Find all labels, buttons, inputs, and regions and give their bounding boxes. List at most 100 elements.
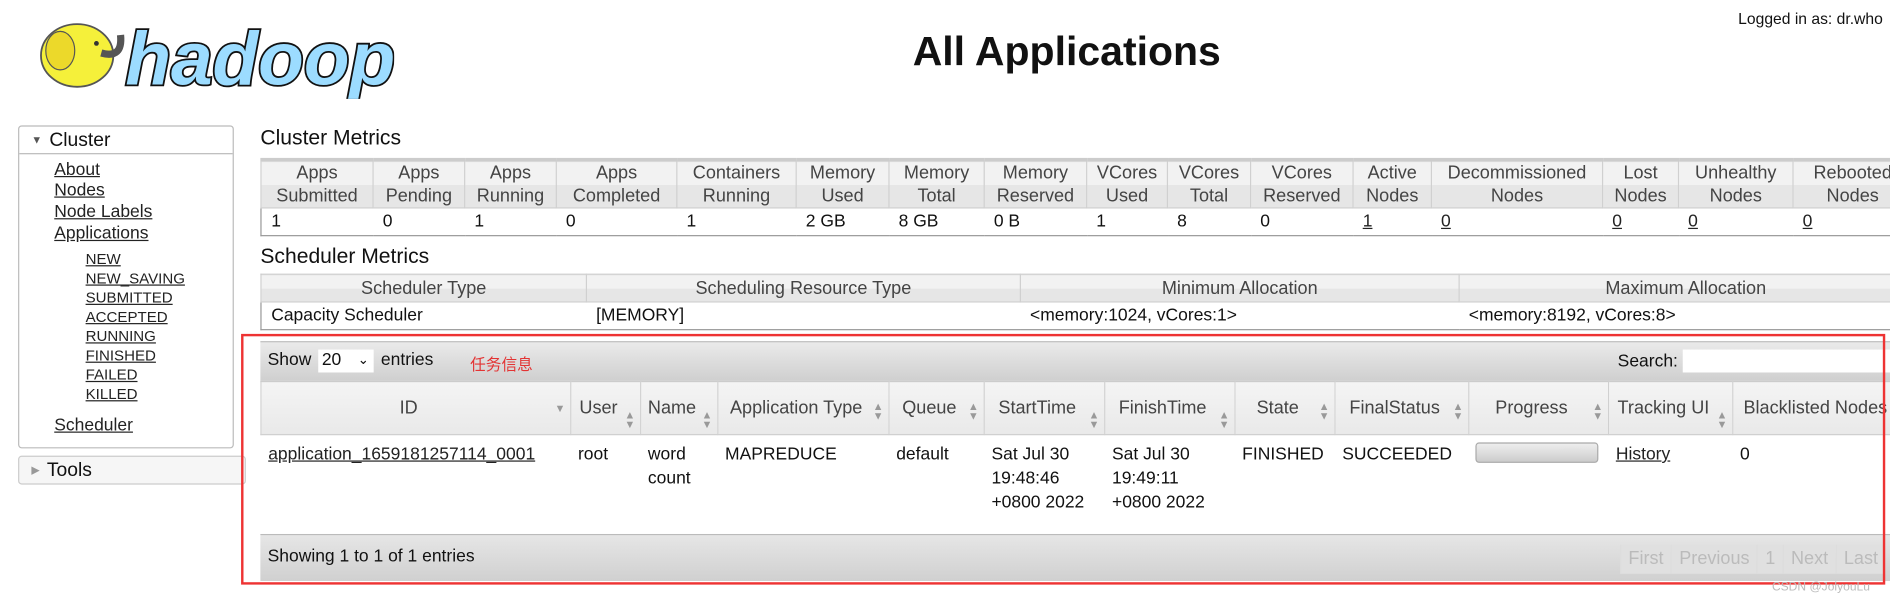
annotation-label: 任务信息: [470, 355, 533, 374]
sidebar-cluster: ▼ Cluster About Nodes Node Labels Applica…: [18, 125, 234, 449]
column-header-label: FinalStatus: [1349, 397, 1440, 419]
column-header[interactable]: FinalStatus ▲ ▼: [1334, 380, 1470, 436]
sort-icon: ▲ ▼: [968, 400, 979, 422]
pager-page-1[interactable]: 1: [1756, 544, 1783, 574]
scheduler-metrics-title: Scheduler Metrics: [260, 243, 430, 268]
tracking-ui-history-link[interactable]: History: [1615, 444, 1671, 465]
cell-application-type: MAPREDUCE: [725, 444, 837, 465]
sidebar-state-new-saving[interactable]: NEW_SAVING: [85, 270, 185, 287]
metric-cell: 0 B: [984, 207, 1087, 237]
sidebar-state-finished[interactable]: FINISHED: [85, 347, 156, 365]
metric-header: Decommissioned Nodes: [1430, 157, 1604, 209]
column-header[interactable]: StartTime ▲ ▼: [983, 380, 1106, 436]
metric-value[interactable]: 0: [1802, 212, 1813, 232]
scheduler-value: <memory:1024, vCores:1>: [1020, 301, 1460, 331]
metric-header: Unhealthy Nodes: [1677, 157, 1794, 209]
sidebar-state-new[interactable]: NEW: [85, 250, 121, 268]
column-header[interactable]: Queue ▲ ▼: [888, 380, 985, 436]
sort-icon: ▲ ▼: [1318, 400, 1330, 422]
metric-header: Apps Running: [464, 157, 557, 209]
metric-value: 1: [1096, 212, 1107, 232]
column-header[interactable]: User ▲ ▼: [570, 380, 642, 436]
metric-header: VCores Total: [1166, 157, 1252, 209]
metric-cell: 0: [373, 207, 465, 237]
entries-label: entries: [380, 350, 434, 371]
sidebar-link-nodes[interactable]: Nodes: [54, 180, 105, 201]
sidebar-state-killed[interactable]: KILLED: [85, 385, 138, 403]
column-header-label: Progress: [1495, 397, 1568, 419]
column-header-label: Tracking UI: [1617, 397, 1710, 419]
metric-value: 8 GB: [898, 212, 939, 232]
apps-table-toolbar: Show 20 ⌄ entries 任务信息 Search:: [260, 341, 1890, 381]
cell-state: FINISHED: [1242, 444, 1324, 465]
column-header-label: Queue: [902, 397, 957, 419]
metric-cell: 0: [1793, 207, 1890, 237]
metric-value: 2 GB: [805, 212, 846, 232]
metric-value: 0: [1260, 212, 1270, 232]
metric-header: Apps Completed: [555, 157, 678, 209]
metric-value[interactable]: 0: [1441, 212, 1451, 232]
sort-icon: ▲ ▼: [624, 408, 636, 431]
column-header[interactable]: Name ▲ ▼: [640, 380, 719, 436]
metric-value[interactable]: 1: [1362, 212, 1373, 232]
metric-value[interactable]: 0: [1688, 212, 1698, 232]
applications-table: ID ▼ User ▲ ▼ Name ▲ ▼ Application Type ▲ ▼ Queue ▲ ▼…: [260, 380, 1890, 543]
search-label: Search:: [1617, 351, 1678, 371]
apps-table-footer: Showing 1 to 1 of 1 entries First Previo…: [260, 533, 1890, 582]
cell-blacklisted-nodes: 0: [1739, 444, 1750, 465]
metric-value[interactable]: 0: [1612, 212, 1622, 232]
cell-name: word count: [647, 444, 691, 489]
watermark: CSDN @JolyouLu: [1771, 581, 1870, 595]
sidebar-state-submitted[interactable]: SUBMITTED: [85, 289, 173, 307]
column-header[interactable]: FinishTime ▲ ▼: [1104, 380, 1236, 436]
pager-first[interactable]: First: [1619, 544, 1671, 574]
column-header[interactable]: Tracking UI ▲ ▼: [1608, 380, 1734, 436]
metric-header: Rebooted Nodes: [1792, 157, 1890, 209]
sidebar-state-failed[interactable]: FAILED: [85, 366, 138, 384]
sidebar-state-accepted[interactable]: ACCEPTED: [85, 308, 168, 326]
show-label: Show: [267, 350, 312, 371]
sidebar-link-scheduler[interactable]: Scheduler: [54, 415, 133, 436]
hadoop-logo: hadoop: [40, 15, 394, 99]
sort-icon: ▲ ▼: [872, 400, 884, 422]
column-header[interactable]: Progress ▲ ▼: [1468, 380, 1610, 436]
column-header-label: Name: [647, 397, 697, 419]
metric-value: 8: [1177, 212, 1187, 232]
search-input[interactable]: [1682, 349, 1890, 373]
triangle-down-icon: ▼: [31, 133, 43, 146]
scheduler-value: Capacity Scheduler: [260, 301, 587, 331]
sidebar-state-running[interactable]: RUNNING: [85, 327, 156, 345]
metric-cell: 0: [1431, 207, 1603, 237]
scheduler-header: Minimum Allocation: [1019, 273, 1460, 303]
pager-next[interactable]: Next: [1782, 544, 1836, 574]
metric-header: Containers Running: [676, 157, 797, 209]
column-header-label: Application Type: [729, 397, 863, 419]
metric-value: 0: [382, 212, 393, 232]
application-id-link[interactable]: application_1659181257114_0001: [268, 444, 536, 465]
pager-last[interactable]: Last: [1835, 544, 1886, 574]
scheduler-value: <memory:8192, vCores:8>: [1459, 301, 1890, 331]
metric-value: 0 B: [993, 212, 1021, 232]
sidebar-link-about[interactable]: About: [54, 160, 100, 180]
pager: First Previous 1 Next Last: [1619, 544, 1886, 574]
entries-select[interactable]: 20 ⌄: [318, 349, 374, 373]
cell-start-time: Sat Jul 30 19:48:46 +0800 2022: [991, 444, 1085, 513]
column-header-label: Blacklisted Nodes: [1743, 397, 1888, 419]
cluster-toggle[interactable]: ▼ Cluster: [19, 127, 233, 155]
sort-icon: ▲ ▼: [1088, 408, 1100, 431]
scheduler-metrics-table: Scheduler Type Scheduling Resource Type Mi…: [260, 273, 1890, 331]
sidebar-link-node-labels[interactable]: Node Labels: [54, 202, 153, 222]
sort-icon: ▲ ▼: [701, 408, 713, 431]
pager-previous[interactable]: Previous: [1670, 544, 1757, 574]
sidebar-tools-toggle[interactable]: ▶ Tools: [18, 455, 246, 485]
metric-cell: 1: [676, 207, 797, 237]
column-header[interactable]: State ▲ ▼: [1234, 380, 1336, 436]
entries-value: 20: [321, 350, 342, 371]
cluster-metrics-title: Cluster Metrics: [260, 125, 402, 150]
metric-cell: 0: [1250, 207, 1354, 237]
column-header[interactable]: Application Type ▲ ▼: [717, 380, 890, 436]
column-header-label: State: [1256, 397, 1299, 419]
column-header[interactable]: ID ▼: [260, 380, 572, 436]
sidebar-link-applications[interactable]: Applications: [54, 224, 149, 244]
column-header[interactable]: Blacklisted Nodes▲▼: [1732, 380, 1890, 436]
